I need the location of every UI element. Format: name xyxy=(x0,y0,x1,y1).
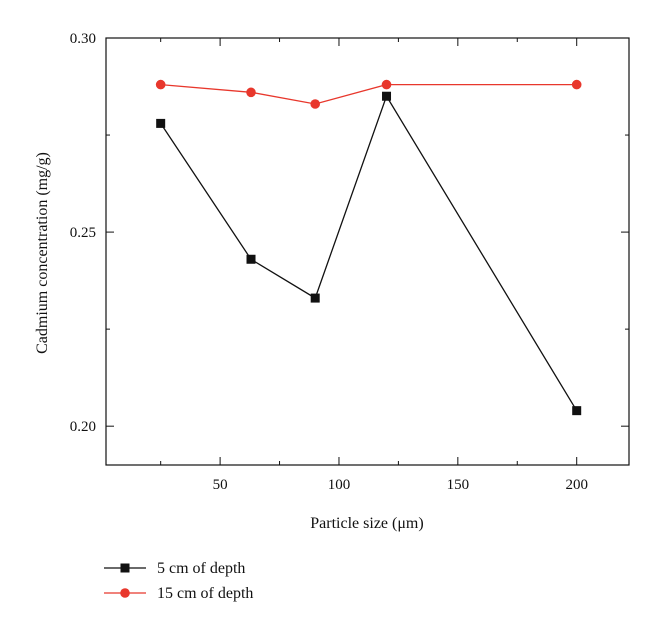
series-1-point-1 xyxy=(246,87,256,98)
series-1-point-3 xyxy=(381,79,392,90)
x-tick-label-200: 200 xyxy=(565,477,588,493)
series-0-point-3 xyxy=(382,91,392,101)
series-1-point-4 xyxy=(571,79,582,90)
legend-label-1: 15 cm of depth xyxy=(157,585,253,602)
x-tick-label-100: 100 xyxy=(328,477,351,493)
series-layer xyxy=(155,79,582,416)
series-line-1 xyxy=(160,83,577,105)
legend-label-0: 5 cm of depth xyxy=(157,560,245,577)
series-line-0 xyxy=(160,94,578,412)
series-0-point-4 xyxy=(572,406,582,416)
y-tick-label-0: 0.20 xyxy=(70,419,96,435)
axis-ticks xyxy=(106,37,629,465)
series-0-point-0 xyxy=(156,118,166,128)
legend-marker-1 xyxy=(120,588,130,598)
plot-frame xyxy=(105,37,630,466)
series-1-point-0 xyxy=(155,79,166,90)
y-tick-label-1: 0.25 xyxy=(70,225,96,241)
y-tick-label-2: 0.30 xyxy=(70,31,96,47)
legend: 5 cm of depth 15 cm of depth xyxy=(104,560,253,602)
series-0-point-1 xyxy=(246,254,256,264)
tick-labels: 50 100 150 200 0.20 0.25 0.30 xyxy=(70,31,588,493)
y-axis-title: Cadmium concentration (mg/g) xyxy=(34,152,51,354)
series-1-point-2 xyxy=(310,99,321,109)
legend-marker-0 xyxy=(120,563,130,573)
x-tick-label-150: 150 xyxy=(447,477,470,493)
series-0-point-2 xyxy=(310,293,320,303)
x-tick-label-50: 50 xyxy=(213,477,228,493)
x-axis-title: Particle size (μm) xyxy=(310,515,423,532)
